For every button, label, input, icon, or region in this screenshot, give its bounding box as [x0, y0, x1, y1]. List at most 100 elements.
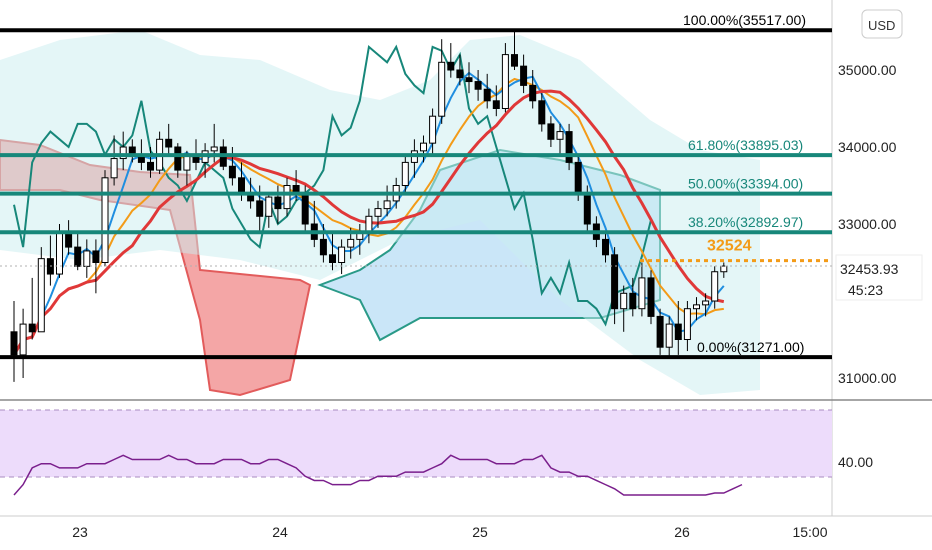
candle [501, 43, 509, 113]
candle-body [602, 238, 609, 256]
time-tick-label: 24 [272, 524, 288, 540]
candle-body [511, 54, 518, 67]
candle [693, 297, 700, 321]
candle [147, 147, 154, 178]
candle [465, 62, 473, 94]
candle [338, 239, 346, 275]
candle [19, 308, 27, 378]
candle-body [210, 146, 218, 152]
candle [638, 262, 646, 317]
candle [28, 277, 36, 340]
candle-body [19, 323, 27, 356]
candle [265, 193, 273, 228]
candle [174, 143, 182, 178]
candle [101, 170, 109, 267]
candle-body [92, 250, 100, 263]
candle [511, 30, 518, 70]
candle-body [301, 192, 309, 225]
candle-body [538, 100, 546, 125]
candle-body [638, 277, 646, 310]
candle-body [383, 200, 391, 210]
candle [683, 301, 691, 352]
alert-level-label: 32524 [707, 238, 752, 255]
fib-level-label: 0.00%(31271.00) [697, 339, 804, 355]
candle [165, 123, 173, 155]
price-tick-label: 31000.00 [838, 370, 897, 386]
candle [447, 43, 455, 78]
candle [456, 54, 464, 86]
candle-body [228, 165, 236, 179]
candle-body [556, 131, 564, 140]
candle [438, 39, 446, 124]
candle-body [483, 88, 491, 102]
currency-button[interactable] [861, 9, 903, 39]
last-price-label: 32453.93 [840, 261, 899, 277]
candle-body [529, 84, 537, 102]
candle-body [665, 323, 673, 348]
candle [529, 70, 537, 109]
candle-body [56, 231, 63, 275]
candle [674, 301, 682, 355]
time-tick-label: 26 [674, 524, 690, 540]
candle-body [447, 61, 455, 71]
candle-body [501, 54, 509, 109]
candle-body [683, 308, 691, 341]
candle-body [492, 100, 500, 110]
candle-body [693, 304, 700, 310]
rsi-line [13, 454, 743, 496]
fib-level-label: 100.00%(35517.00) [683, 12, 806, 28]
candle-body [702, 300, 710, 306]
fib-level-label: 38.20%(32892.97) [688, 214, 803, 230]
candle-body [374, 208, 382, 217]
currency-label: USD [868, 18, 895, 33]
candle [711, 266, 719, 309]
candle [329, 231, 336, 271]
price-tick-label: 33000.00 [838, 216, 897, 232]
candle-body [338, 246, 346, 264]
candle [429, 108, 437, 155]
candle-body [119, 146, 127, 160]
fib-level-label: 50.00%(33394.00) [688, 176, 803, 192]
candle [538, 93, 546, 132]
price-tick-label: 34000.00 [838, 139, 897, 155]
candle [720, 262, 728, 278]
candle [602, 231, 609, 263]
candle [401, 154, 409, 194]
candle [611, 247, 619, 325]
candle-body [583, 192, 591, 225]
candle [565, 123, 573, 171]
time-axis-ticks: 23 24 25 26 15:00 [72, 524, 828, 540]
candle-body [365, 215, 373, 233]
time-tick-label: 25 [472, 524, 488, 540]
candle-body [283, 185, 291, 210]
candle [556, 123, 564, 155]
candle-body [110, 158, 118, 179]
candle-body [438, 61, 446, 117]
candle-body [319, 238, 327, 256]
candle [665, 316, 673, 358]
candle [492, 85, 500, 117]
candle-body [147, 161, 154, 171]
rsi-band [0, 410, 832, 477]
candle-body [238, 177, 245, 194]
candle-body [520, 65, 528, 86]
candle-body [629, 292, 637, 310]
candle-body [347, 238, 355, 248]
candle [383, 185, 391, 217]
candle-body [620, 292, 628, 310]
candle-body [611, 254, 619, 310]
candle-body [83, 250, 91, 267]
candle [420, 135, 427, 163]
candle [702, 293, 710, 317]
candle-body [565, 131, 573, 163]
candle-body [28, 323, 36, 333]
candle-body [656, 315, 664, 348]
candle [629, 277, 637, 317]
candle [656, 308, 664, 355]
candle-body [37, 258, 45, 333]
candle-body [474, 81, 482, 90]
candle-body [429, 115, 437, 144]
candle-body [720, 265, 728, 273]
candle-body [674, 323, 682, 341]
